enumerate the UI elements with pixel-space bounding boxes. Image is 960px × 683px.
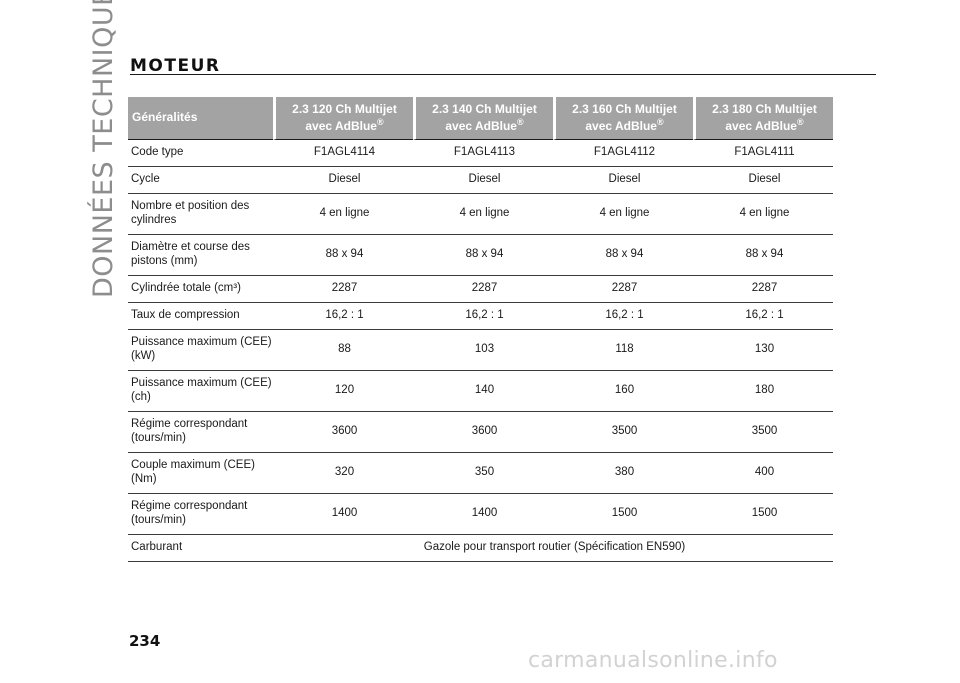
cell-value: 88 (273, 330, 413, 371)
cell-value: 4 en ligne (553, 194, 693, 235)
row-label: Carburant (128, 535, 273, 562)
header-label: Généralités (128, 97, 273, 140)
cell-value: 2287 (693, 276, 833, 303)
cell-value: 140 (413, 371, 553, 412)
cell-value: 130 (693, 330, 833, 371)
registered-mark: ® (376, 116, 384, 127)
cell-value: 3500 (553, 412, 693, 453)
cell-value: 120 (273, 371, 413, 412)
row-label: Puissance maximum (CEE) (kW) (128, 330, 273, 371)
title-divider (130, 74, 876, 75)
table-row: Diamètre et course des pistons (mm) 88 x… (128, 235, 833, 276)
cell-value: 88 x 94 (693, 235, 833, 276)
cell-value: 160 (553, 371, 693, 412)
row-label: Régime correspondant (tours/min) (128, 412, 273, 453)
cell-value: 16,2 : 1 (693, 303, 833, 330)
cell-value: 1400 (413, 494, 553, 535)
cell-value: 103 (413, 330, 553, 371)
column-header-line1: 2.3 160 Ch Multijet (572, 101, 677, 116)
row-label: Cycle (128, 167, 273, 194)
table-header-row: Généralités 2.3 120 Ch Multijet avec AdB… (128, 97, 833, 140)
table-row: Cylindrée totale (cm³) 2287 2287 2287 22… (128, 276, 833, 303)
cell-value: 118 (553, 330, 693, 371)
column-header: 2.3 180 Ch Multijet avec AdBlue® (693, 97, 833, 140)
column-header-line2: avec AdBlue (585, 118, 657, 133)
registered-mark: ® (516, 116, 524, 127)
page-number: 234 (129, 632, 161, 650)
table-row: Puissance maximum (CEE) (kW) 88 103 118 … (128, 330, 833, 371)
cell-value: 2287 (273, 276, 413, 303)
cell-value: 320 (273, 453, 413, 494)
row-label: Couple maximum (CEE) (Nm) (128, 453, 273, 494)
engine-spec-table: Généralités 2.3 120 Ch Multijet avec AdB… (128, 97, 833, 562)
cell-value: F1AGL4111 (693, 140, 833, 167)
column-header-line1: 2.3 180 Ch Multijet (712, 101, 817, 116)
watermark: carmanualsonline.info (528, 648, 778, 673)
row-label: Code type (128, 140, 273, 167)
cell-value: 1500 (693, 494, 833, 535)
table-row: Code type F1AGL4114 F1AGL4113 F1AGL4112 … (128, 140, 833, 167)
cell-value: 2287 (553, 276, 693, 303)
cell-value: 3600 (413, 412, 553, 453)
cell-value: 88 x 94 (553, 235, 693, 276)
table-row: Carburant Gazole pour transport routier … (128, 535, 833, 562)
row-label: Régime correspondant (tours/min) (128, 494, 273, 535)
cell-value: 380 (553, 453, 693, 494)
cell-value: 2287 (413, 276, 553, 303)
cell-value: 4 en ligne (693, 194, 833, 235)
row-label: Puissance maximum (CEE) (ch) (128, 371, 273, 412)
page-title: MOTEUR (130, 56, 221, 76)
column-header: 2.3 120 Ch Multijet avec AdBlue® (273, 97, 413, 140)
column-header-line2: avec AdBlue (725, 118, 797, 133)
table-row: Taux de compression 16,2 : 1 16,2 : 1 16… (128, 303, 833, 330)
cell-value: Diesel (553, 167, 693, 194)
row-label: Taux de compression (128, 303, 273, 330)
cell-value: 4 en ligne (273, 194, 413, 235)
cell-value: 16,2 : 1 (413, 303, 553, 330)
registered-mark: ® (656, 116, 664, 127)
cell-value: 1500 (553, 494, 693, 535)
cell-value: F1AGL4112 (553, 140, 693, 167)
cell-value: 400 (693, 453, 833, 494)
table-row: Nombre et position des cylindres 4 en li… (128, 194, 833, 235)
row-label: Diamètre et course des pistons (mm) (128, 235, 273, 276)
cell-value: Diesel (273, 167, 413, 194)
cell-value: 4 en ligne (413, 194, 553, 235)
table-row: Régime correspondant (tours/min) 1400 14… (128, 494, 833, 535)
cell-value: F1AGL4114 (273, 140, 413, 167)
cell-value: 88 x 94 (413, 235, 553, 276)
cell-value: Diesel (413, 167, 553, 194)
table-row: Puissance maximum (CEE) (ch) 120 140 160… (128, 371, 833, 412)
cell-value: 16,2 : 1 (273, 303, 413, 330)
merged-cell-value: Gazole pour transport routier (Spécifica… (273, 535, 833, 562)
table-row: Couple maximum (CEE) (Nm) 320 350 380 40… (128, 453, 833, 494)
column-header: 2.3 140 Ch Multijet avec AdBlue® (413, 97, 553, 140)
column-header-line1: 2.3 140 Ch Multijet (432, 101, 537, 116)
cell-value: 180 (693, 371, 833, 412)
row-label: Cylindrée totale (cm³) (128, 276, 273, 303)
cell-value: F1AGL4113 (413, 140, 553, 167)
section-side-title: DONNÉES TECHNIQUES (88, 0, 119, 298)
table-row: Cycle Diesel Diesel Diesel Diesel (128, 167, 833, 194)
cell-value: 3600 (273, 412, 413, 453)
row-label: Nombre et position des cylindres (128, 194, 273, 235)
cell-value: 3500 (693, 412, 833, 453)
table-row: Régime correspondant (tours/min) 3600 36… (128, 412, 833, 453)
column-header-line2: avec AdBlue (445, 118, 517, 133)
cell-value: Diesel (693, 167, 833, 194)
cell-value: 1400 (273, 494, 413, 535)
registered-mark: ® (796, 116, 804, 127)
cell-value: 350 (413, 453, 553, 494)
column-header-line1: 2.3 120 Ch Multijet (292, 101, 397, 116)
column-header-line2: avec AdBlue (305, 118, 377, 133)
column-header: 2.3 160 Ch Multijet avec AdBlue® (553, 97, 693, 140)
cell-value: 16,2 : 1 (553, 303, 693, 330)
cell-value: 88 x 94 (273, 235, 413, 276)
